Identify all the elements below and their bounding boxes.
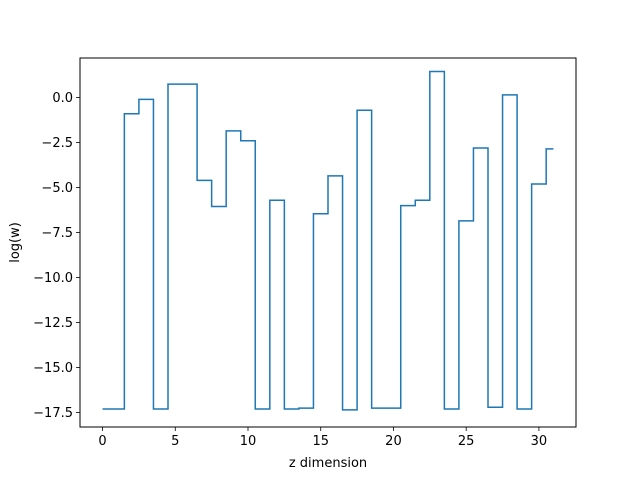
y-tick-label: −12.5	[33, 316, 73, 331]
x-axis-label: z dimension	[289, 456, 367, 471]
y-axis: 0.0 −2.5 −5.0 −7.5 −10.0 −12.5 −15.0 −17.5	[33, 91, 80, 421]
plot-area	[102, 70, 554, 411]
y-tick-label: −5.0	[41, 181, 73, 196]
x-tick-label: 0	[98, 434, 106, 449]
y-axis-label: log(w)	[8, 222, 23, 263]
x-tick-label: 25	[458, 434, 475, 449]
y-tick-label: 0.0	[52, 91, 73, 106]
y-tick-label: −2.5	[41, 136, 73, 151]
y-tick-label: −10.0	[33, 271, 73, 286]
series-line	[102, 70, 554, 411]
x-tick-label: 20	[385, 434, 402, 449]
y-tick-label: −15.0	[33, 361, 73, 376]
x-tick-label: 30	[531, 434, 548, 449]
x-tick-label: 15	[312, 434, 329, 449]
x-tick-label: 10	[240, 434, 257, 449]
y-tick-label: −17.5	[33, 406, 73, 421]
axes-frame	[79, 57, 577, 428]
x-axis: 0 5 10 15 20 25 30	[98, 427, 547, 449]
x-tick-label: 5	[171, 434, 179, 449]
y-tick-label: −7.5	[41, 226, 73, 241]
